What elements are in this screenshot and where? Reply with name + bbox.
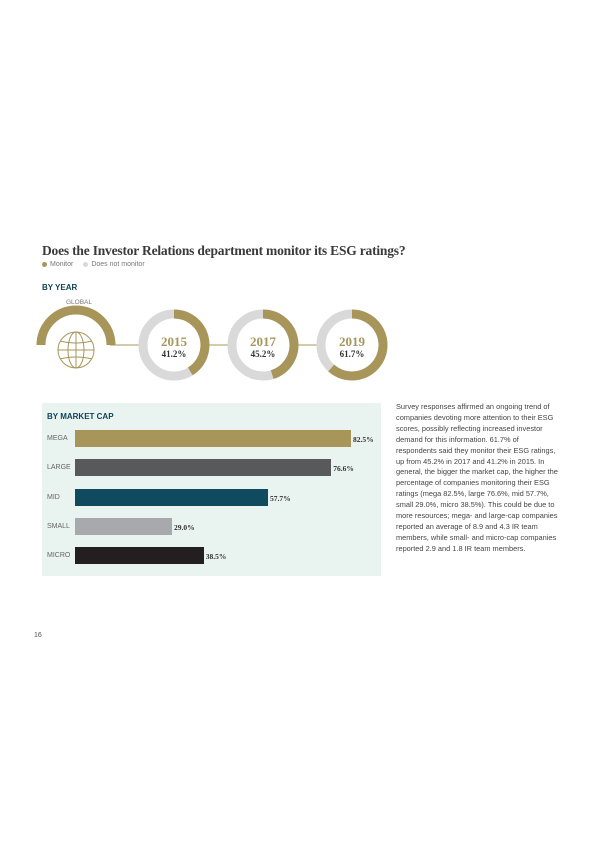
bar-label: LARGE	[47, 464, 71, 472]
legend-label: Does not monitor	[91, 261, 145, 268]
legend-label: Monitor	[50, 261, 74, 268]
globe-icon	[57, 331, 95, 369]
page-number: 16	[34, 632, 42, 639]
donut-monitor-arc	[173, 309, 210, 376]
bar-label: MEGA	[47, 435, 68, 442]
legend-item-monitor: Monitor	[42, 261, 73, 268]
donut-year: 2017	[250, 334, 277, 349]
bar-value: 29.0%	[174, 522, 195, 532]
legend-item-not-monitor: Does not monitor	[83, 261, 145, 268]
body-paragraph: Survey responses affirmed an ongoing tre…	[396, 402, 558, 553]
bar-value: 82.5%	[352, 435, 374, 444]
bar-mega	[75, 430, 351, 447]
global-arc	[36, 305, 116, 346]
bar-value: 57.7%	[270, 493, 291, 503]
bar-value: 38.5%	[205, 552, 227, 562]
legend-swatch	[83, 261, 89, 267]
by-market-cap-heading: BY MARKET CAP	[47, 412, 114, 421]
donut-value: 45.2%	[251, 349, 276, 359]
donut-value: 41.2%	[162, 349, 187, 359]
donut-year: 2015	[161, 334, 188, 349]
donut-monitor-arc	[328, 309, 388, 381]
donut-year: 2019	[339, 334, 366, 349]
bar-label: MID	[47, 493, 60, 501]
bar-micro	[75, 547, 204, 565]
bar-value: 76.6%	[333, 464, 354, 474]
bar-mid	[75, 488, 268, 506]
donut-monitor-arc	[262, 309, 299, 379]
bar-large	[75, 459, 332, 477]
chart-title: Does the Investor Relations department m…	[42, 243, 406, 258]
bar-small	[75, 517, 172, 535]
bar-label: SMALL	[47, 522, 70, 530]
legend: Monitor Does not monitor	[42, 261, 145, 268]
donut-value: 61.7%	[340, 349, 365, 359]
global-label: GLOBAL	[66, 299, 93, 306]
legend-swatch	[42, 261, 47, 267]
bar-label: MICRO	[47, 552, 71, 560]
by-year-heading: BY YEAR	[42, 283, 78, 292]
